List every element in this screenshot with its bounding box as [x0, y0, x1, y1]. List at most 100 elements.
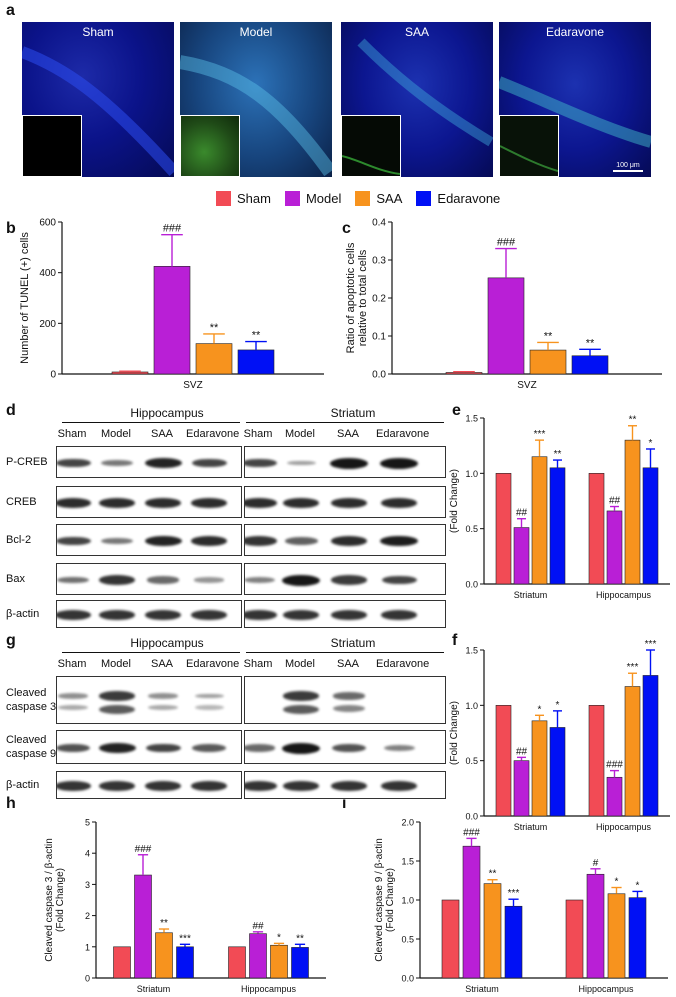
blot-creb-right	[244, 486, 446, 518]
blot-band	[282, 574, 320, 586]
blot-cleaved-caspase-3-right	[244, 676, 446, 724]
y-tick-label: 1.5	[465, 414, 478, 424]
blot-band	[330, 457, 368, 469]
significance-label: ###	[135, 844, 152, 855]
blot-bcl-2-left	[56, 524, 242, 556]
blot-band	[331, 575, 367, 585]
micrograph-inset-model	[180, 115, 240, 177]
bar-sham-hippocampus	[588, 705, 605, 817]
y-axis-label-line: (Fold Change)	[449, 469, 460, 533]
blot-row-label-cleaved-caspase-9: Cleaved caspase 9	[6, 734, 57, 760]
blot-band	[245, 576, 275, 584]
x-tick-label: Hippocampus	[241, 984, 297, 994]
blot-band	[380, 498, 418, 508]
blot-band	[245, 781, 277, 791]
significance-label: ###	[497, 237, 516, 249]
legend-label-edaravone: Edaravone	[437, 190, 501, 206]
bar-model-striatum	[513, 527, 530, 585]
y-tick-label: 1.0	[401, 896, 414, 906]
y-axis-label-line: Bcl-2/Bax	[448, 712, 449, 755]
y-axis-label-line: (Fold Change)	[55, 868, 66, 932]
blot-band	[191, 610, 227, 620]
x-tick-label: SVZ	[517, 380, 536, 390]
y-tick-label: 3	[85, 880, 90, 890]
y-tick-label: 0.0	[465, 812, 478, 822]
blot-d-right-rule	[246, 422, 444, 423]
x-tick-label: Hippocampus	[596, 822, 652, 832]
blot-cleaved-caspase-9-right	[244, 730, 446, 764]
blot-band	[286, 460, 316, 466]
y-tick-label: 0.0	[372, 370, 386, 381]
blot-row-label-actin: β-actin	[6, 779, 40, 791]
panel-label-g: g	[6, 632, 16, 649]
blot-band	[283, 691, 319, 701]
scale-bar: 100 μm	[613, 162, 643, 172]
lane-label-model-hippocampus: Model	[101, 428, 131, 440]
blot-band	[330, 498, 368, 508]
y-tick-label: 0	[85, 974, 90, 984]
blot-band	[57, 498, 92, 508]
bar-saa-hippocampus	[607, 893, 626, 979]
lane-label-edaravone-hippocampus: Edaravone	[186, 428, 240, 440]
blot-band	[57, 576, 89, 584]
blot-bcl-2-right	[244, 524, 446, 556]
y-tick-label: 2	[85, 911, 90, 921]
bar-sham-hippocampus	[565, 899, 584, 979]
blot-g-left-rule	[62, 652, 240, 653]
blot-actin-left	[56, 600, 242, 628]
blot-band	[283, 781, 319, 791]
significance-label: ###	[463, 827, 480, 838]
micrograph-title-edaravone: Edaravone	[545, 25, 605, 39]
blot-band	[194, 705, 224, 710]
lane-label-model-striatum: Model	[285, 658, 315, 670]
y-axis-label-line: Cleaved caspase 3 / β-actin	[44, 838, 55, 962]
y-tick-label: 0.5	[401, 935, 414, 945]
significance-label: *	[649, 438, 653, 449]
significance-label: *	[636, 880, 640, 891]
blot-band	[331, 610, 367, 620]
bar-saa-svz	[195, 343, 233, 375]
legend-swatch-edaravone	[416, 190, 432, 206]
blot-row-label-bax: Bax	[6, 573, 25, 585]
lane-label-saa-hippocampus: SAA	[150, 658, 173, 670]
bar-edaravone-striatum	[176, 946, 194, 979]
bar-edaravone-hippocampus	[642, 467, 659, 585]
y-axis-label: Cleaved caspase 9 / β-actin(Fold Change)	[374, 838, 396, 962]
bar-edaravone-hippocampus	[291, 947, 309, 979]
blot-band	[99, 781, 135, 791]
blot-g-right-rule	[246, 652, 444, 653]
y-tick-label: 4	[85, 849, 90, 859]
lane-label-edaravone-hippocampus: Edaravone	[186, 658, 240, 670]
blot-band	[245, 610, 277, 620]
lane-label-model-hippocampus: Model	[101, 658, 131, 670]
blot-band	[57, 458, 91, 468]
blot-band	[57, 743, 90, 753]
y-tick-label: 0.0	[465, 580, 478, 590]
panel-label-h: h	[6, 795, 16, 812]
y-axis-label-line: Cleaved caspase 9 / β-actin	[374, 838, 385, 962]
bar-sham-striatum	[495, 705, 512, 817]
blot-d-region-hippocampus: Hippocampus	[130, 406, 204, 420]
legend-swatch-model	[284, 190, 300, 206]
blot-band	[194, 577, 224, 583]
blot-g-region-hippocampus: Hippocampus	[130, 636, 204, 650]
bar-sham-striatum	[495, 473, 512, 585]
panel-label-c: c	[342, 220, 351, 237]
blot-band	[284, 537, 318, 545]
y-tick-label: 0.5	[465, 756, 478, 766]
blot-band	[282, 742, 320, 754]
chart-f: 0.0 0.5 1.0 1.5 Bcl-2/Bax(Fold Change) ## * * St…	[448, 640, 670, 832]
y-tick-label: 0.2	[372, 294, 386, 305]
significance-label: **	[160, 918, 168, 929]
lane-label-edaravone-striatum: Edaravone	[376, 658, 430, 670]
blot-band	[330, 536, 368, 546]
micrograph-title-sham: Sham	[82, 25, 114, 39]
panel-label-i: i	[342, 795, 347, 812]
significance-label: **	[629, 415, 637, 426]
bar-sham-svz	[445, 372, 483, 375]
bar-edaravone-striatum	[549, 467, 566, 585]
significance-label: ***	[534, 429, 546, 440]
y-axis-label-line: Ratio of apoptotic cells	[345, 242, 357, 353]
significance-label: ***	[179, 933, 191, 944]
x-tick-label: SVZ	[183, 380, 202, 390]
